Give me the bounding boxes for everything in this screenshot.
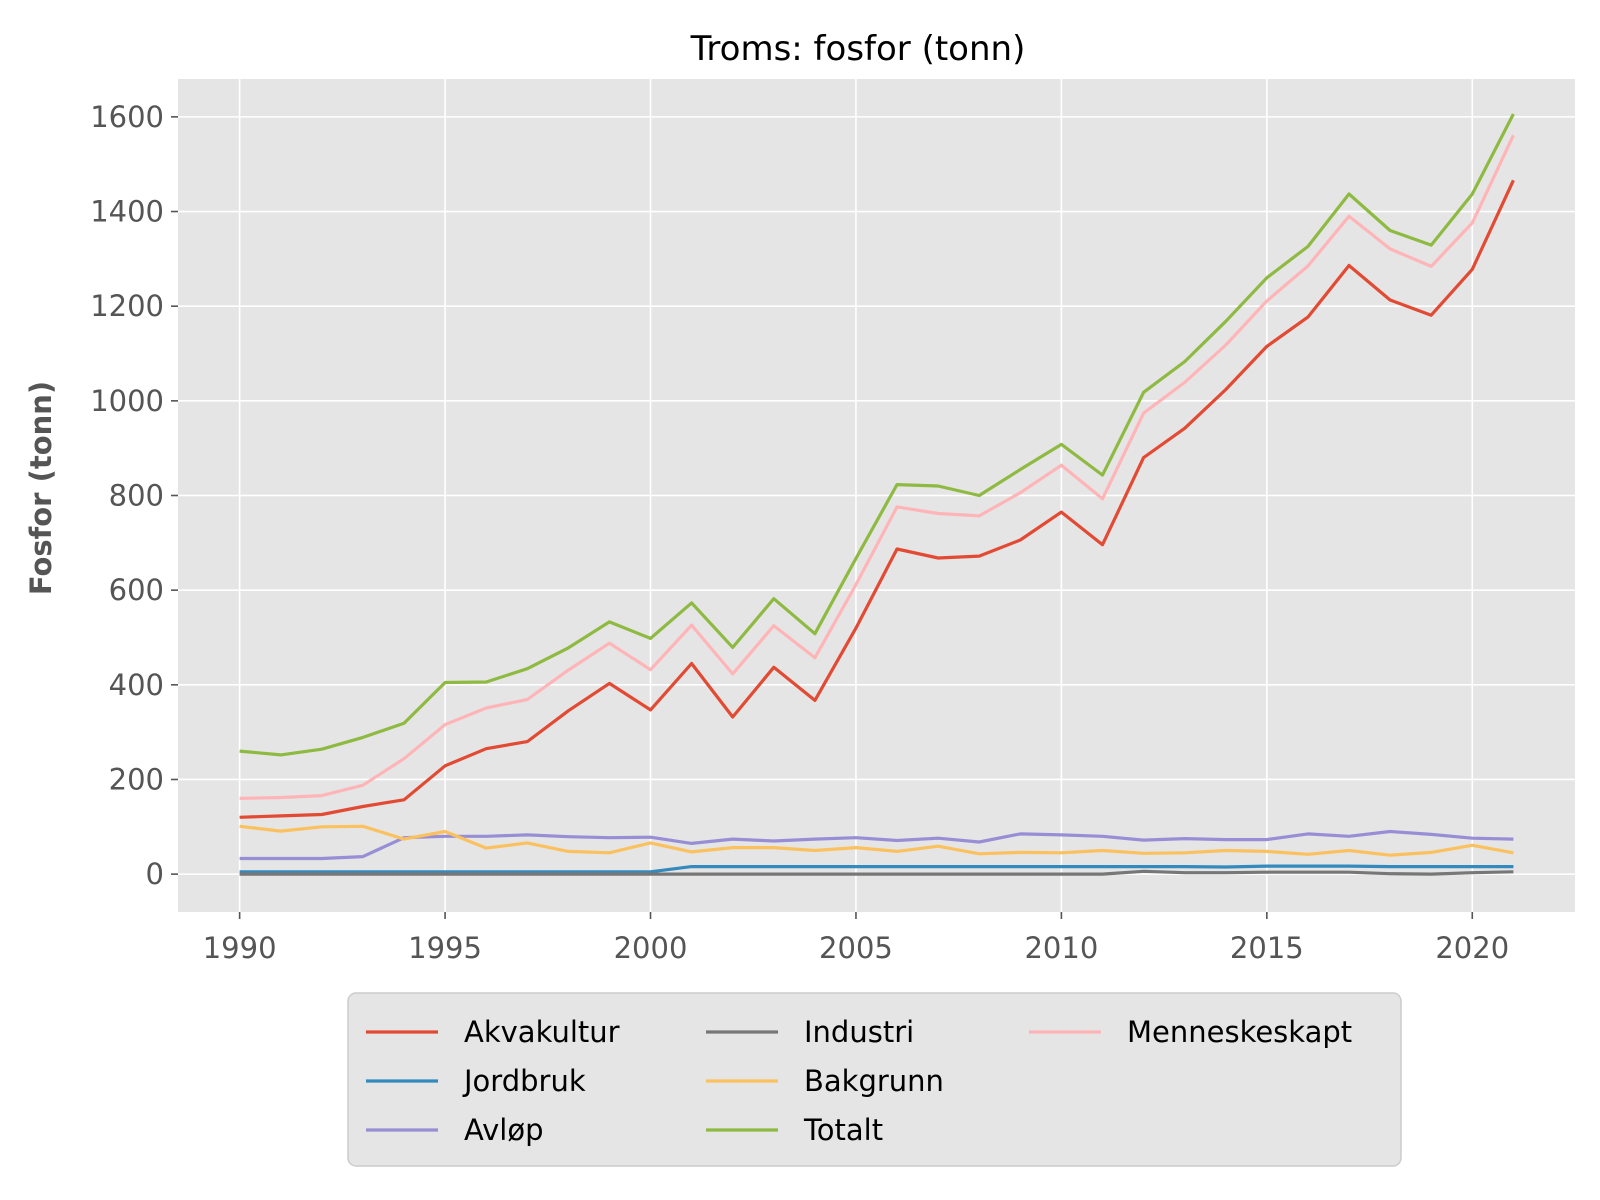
legend-label-totalt: Totalt <box>803 1113 883 1147</box>
y-tick-label: 600 <box>109 573 164 607</box>
y-tick-label: 1600 <box>90 100 164 134</box>
y-tick-label: 200 <box>109 762 164 796</box>
legend-box <box>347 992 1402 1167</box>
series-line-jordbruk <box>239 864 1514 874</box>
y-tick-label: 1200 <box>90 289 164 323</box>
x-tick-label: 2005 <box>819 931 893 965</box>
series-lines <box>239 113 1515 876</box>
legend-label-jordbruk: Jordbruk <box>462 1064 586 1098</box>
legend-label-bakgrunn: Bakgrunn <box>804 1064 944 1098</box>
y-axis-label: Fosfor (tonn) <box>24 381 58 595</box>
legend-label-menneskeskapt: Menneskeskapt <box>1127 1015 1352 1049</box>
y-tick-label: 1400 <box>90 195 164 229</box>
legend-label-industri: Industri <box>804 1015 914 1049</box>
series-line-totalt <box>239 113 1515 757</box>
y-tick-label: 400 <box>109 668 164 702</box>
series-line-menneskeskapt <box>239 134 1515 800</box>
legend-label-akvakultur: Akvakultur <box>464 1015 620 1049</box>
y-tick-label: 800 <box>109 479 164 513</box>
series-line-bakgrunn <box>239 824 1514 857</box>
x-tick-label: 1995 <box>408 931 482 965</box>
x-tick-label: 2020 <box>1435 931 1509 965</box>
legend-label-avlop: Avløp <box>464 1113 544 1147</box>
series-line-akvakultur <box>239 179 1515 819</box>
x-tick-label: 2000 <box>614 931 688 965</box>
chart-title: Troms: fosfor (tonn) <box>690 29 1026 69</box>
series-line-industri <box>239 869 1514 876</box>
y-axis-ticks: 0 200 400 600 800 1000 1200 1400 1600 <box>90 100 178 891</box>
y-tick-label: 1000 <box>90 384 164 418</box>
x-axis-ticks: 1990 1995 2000 2005 2010 2015 2020 <box>203 912 1509 965</box>
x-tick-label: 2015 <box>1230 931 1304 965</box>
series-line-avlop <box>239 829 1514 861</box>
y-tick-label: 0 <box>146 857 164 891</box>
x-tick-label: 1990 <box>203 931 277 965</box>
x-tick-label: 2010 <box>1024 931 1098 965</box>
legend: Akvakultur Jordbruk Avløp Industri Bakgrunn T… <box>347 992 1402 1167</box>
